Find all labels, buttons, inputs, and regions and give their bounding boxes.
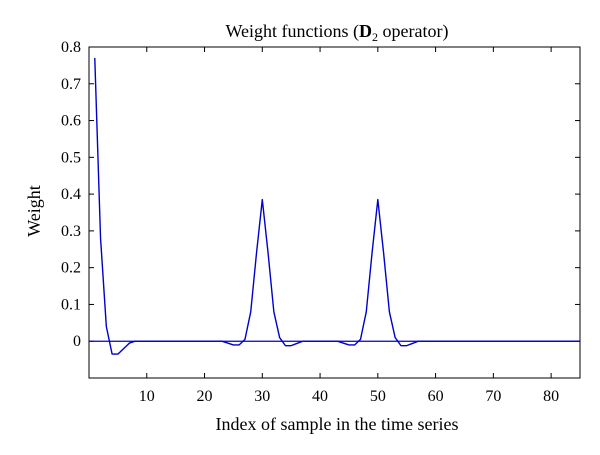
x-tick-label: 30 [254, 388, 270, 405]
x-tick-label: 20 [197, 388, 213, 405]
y-tick-label: 0.6 [61, 113, 81, 130]
weight-series-line [94, 58, 580, 355]
x-tick-label: 10 [139, 388, 155, 405]
y-tick-label: 0.5 [61, 149, 81, 166]
plot-frame [88, 46, 581, 379]
y-tick-label: 0.4 [61, 186, 81, 203]
y-axis-label: Weight [24, 185, 44, 237]
x-tick-label: 60 [428, 388, 444, 405]
x-tick-label: 40 [312, 388, 328, 405]
title-subscript: 2 [372, 30, 378, 44]
x-tick-label: 50 [370, 388, 386, 405]
y-tick-label: 0.7 [61, 76, 81, 93]
x-tick-label: 70 [485, 388, 501, 405]
y-tick-label: 0.3 [61, 223, 81, 240]
x-axis-label: Index of sample in the time series [216, 414, 459, 434]
title-suffix: operator) [378, 21, 448, 42]
title-prefix: Weight functions ( [226, 21, 360, 42]
title-bold: D [359, 21, 372, 41]
x-tick-label: 80 [543, 388, 559, 405]
plot-area: 0 0.1 0.2 0.3 0.4 0.5 0.6 0.7 0.8 10 20 30 40 50 60 70 8… [61, 39, 581, 405]
chart-title: Weight functions (D2 operator) [226, 21, 449, 44]
y-tick-label: 0 [73, 333, 81, 350]
y-tick-label: 0.1 [61, 296, 81, 313]
y-tick-label: 0.2 [61, 260, 81, 277]
y-tick-label: 0.8 [61, 39, 81, 56]
